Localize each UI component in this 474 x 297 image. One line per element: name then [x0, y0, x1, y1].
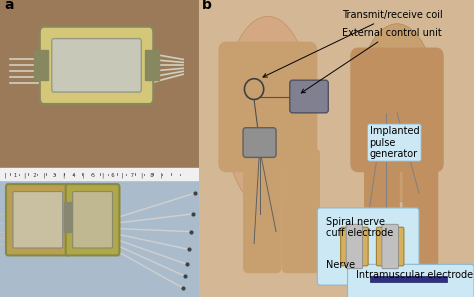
- FancyBboxPatch shape: [350, 48, 444, 172]
- Text: Nerve: Nerve: [326, 260, 355, 270]
- FancyBboxPatch shape: [317, 208, 419, 285]
- FancyBboxPatch shape: [73, 192, 112, 248]
- Ellipse shape: [356, 24, 438, 202]
- FancyBboxPatch shape: [364, 148, 400, 273]
- Text: b: b: [202, 0, 212, 12]
- Text: Transmit/receive coil: Transmit/receive coil: [263, 10, 443, 77]
- Text: External control unit: External control unit: [301, 28, 442, 93]
- FancyBboxPatch shape: [219, 42, 317, 172]
- FancyBboxPatch shape: [346, 224, 363, 269]
- Text: Implanted
pulse
generator: Implanted pulse generator: [370, 126, 419, 159]
- FancyBboxPatch shape: [376, 227, 404, 266]
- Bar: [0, 0, 199, 172]
- FancyBboxPatch shape: [243, 148, 282, 273]
- Bar: [64, 202, 72, 232]
- Bar: [34, 50, 48, 80]
- Polygon shape: [370, 276, 447, 282]
- FancyBboxPatch shape: [402, 148, 438, 273]
- Text: |  1  |  2  |  3  |  4  |  5  |  6  |  7  |  8  |: | 1 | 2 | 3 | 4 | 5 | 6 | 7 | 8 |: [4, 173, 163, 178]
- FancyBboxPatch shape: [282, 148, 320, 273]
- FancyBboxPatch shape: [52, 39, 141, 92]
- FancyBboxPatch shape: [6, 184, 70, 255]
- FancyBboxPatch shape: [13, 192, 63, 248]
- FancyBboxPatch shape: [382, 224, 398, 269]
- Text: Intramuscular electrode: Intramuscular electrode: [356, 270, 473, 280]
- Text: Spiral nerve
cuff electrode: Spiral nerve cuff electrode: [326, 217, 393, 238]
- FancyBboxPatch shape: [243, 128, 276, 157]
- FancyBboxPatch shape: [66, 184, 119, 255]
- FancyBboxPatch shape: [40, 27, 153, 104]
- Text: a: a: [4, 0, 13, 12]
- FancyBboxPatch shape: [290, 80, 328, 113]
- FancyBboxPatch shape: [341, 227, 368, 266]
- Bar: [146, 50, 159, 80]
- FancyBboxPatch shape: [347, 264, 474, 297]
- Bar: [0, 180, 199, 297]
- Bar: [0, 168, 199, 180]
- Ellipse shape: [224, 16, 312, 209]
